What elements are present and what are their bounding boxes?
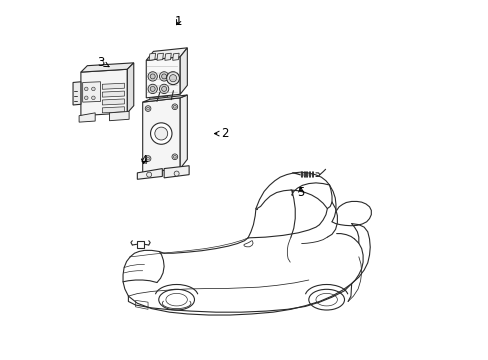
Circle shape — [150, 74, 155, 79]
Circle shape — [166, 72, 179, 85]
Circle shape — [84, 96, 88, 100]
Circle shape — [146, 157, 149, 160]
Circle shape — [172, 104, 177, 110]
Circle shape — [169, 75, 176, 82]
Polygon shape — [180, 48, 187, 94]
Polygon shape — [73, 82, 81, 105]
Circle shape — [146, 172, 151, 177]
Polygon shape — [164, 166, 189, 178]
Circle shape — [150, 123, 172, 144]
Circle shape — [162, 74, 166, 79]
Polygon shape — [137, 168, 162, 179]
Circle shape — [172, 154, 177, 159]
Circle shape — [159, 72, 168, 81]
Circle shape — [148, 84, 157, 94]
Circle shape — [145, 156, 151, 161]
Polygon shape — [102, 99, 124, 105]
Circle shape — [150, 86, 155, 91]
Circle shape — [146, 107, 149, 110]
Text: 1: 1 — [174, 14, 182, 27]
Text: 2: 2 — [214, 127, 228, 140]
Polygon shape — [81, 63, 134, 72]
Polygon shape — [81, 69, 127, 116]
Text: 5: 5 — [297, 186, 304, 199]
Text: 4: 4 — [140, 154, 147, 167]
Circle shape — [91, 96, 95, 100]
Polygon shape — [172, 53, 179, 60]
Polygon shape — [149, 96, 167, 107]
Polygon shape — [180, 95, 187, 168]
Polygon shape — [164, 53, 171, 60]
Circle shape — [84, 87, 88, 91]
Polygon shape — [79, 113, 95, 122]
Polygon shape — [149, 53, 155, 60]
Circle shape — [148, 72, 157, 81]
Circle shape — [162, 86, 166, 91]
Circle shape — [145, 106, 151, 111]
Polygon shape — [142, 95, 187, 102]
Polygon shape — [102, 83, 124, 89]
Polygon shape — [157, 53, 163, 60]
Polygon shape — [142, 98, 180, 173]
Circle shape — [155, 127, 167, 140]
Polygon shape — [82, 82, 101, 102]
Circle shape — [91, 87, 95, 91]
Circle shape — [159, 84, 168, 94]
Polygon shape — [109, 111, 129, 121]
Circle shape — [173, 156, 176, 158]
Text: 3: 3 — [97, 55, 109, 69]
Circle shape — [173, 105, 176, 108]
Polygon shape — [102, 91, 124, 97]
Polygon shape — [102, 107, 124, 113]
Polygon shape — [127, 63, 134, 113]
Circle shape — [174, 171, 179, 176]
Polygon shape — [146, 57, 180, 98]
Polygon shape — [146, 48, 187, 60]
